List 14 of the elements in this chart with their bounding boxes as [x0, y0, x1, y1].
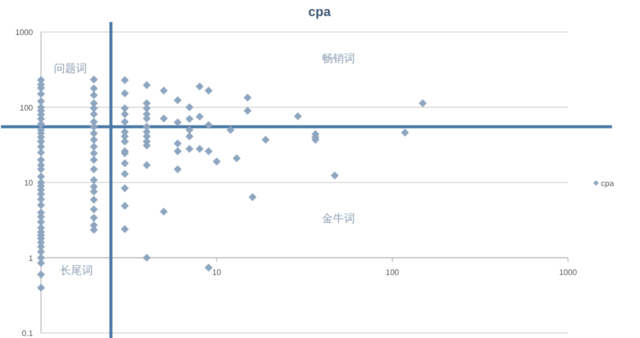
x-tick-label: 100 [386, 268, 400, 277]
y-tick-label: 100 [20, 103, 34, 112]
annotation: 金牛词 [322, 212, 355, 225]
annotation: 长尾词 [60, 264, 93, 277]
y-tick-label: 0.1 [22, 329, 34, 338]
x-tick-label: 1000 [559, 268, 578, 277]
chart-title: cpa [308, 4, 332, 19]
annotation: 问题词 [54, 63, 87, 75]
y-tick-label: 10 [24, 178, 34, 188]
legend-label: cpa [601, 179, 614, 188]
x-tick-label: 10 [212, 268, 222, 277]
y-tick-label: 1 [28, 254, 34, 263]
annotation: 畅销词 [322, 53, 355, 65]
y-tick-label: 1000 [15, 28, 34, 37]
